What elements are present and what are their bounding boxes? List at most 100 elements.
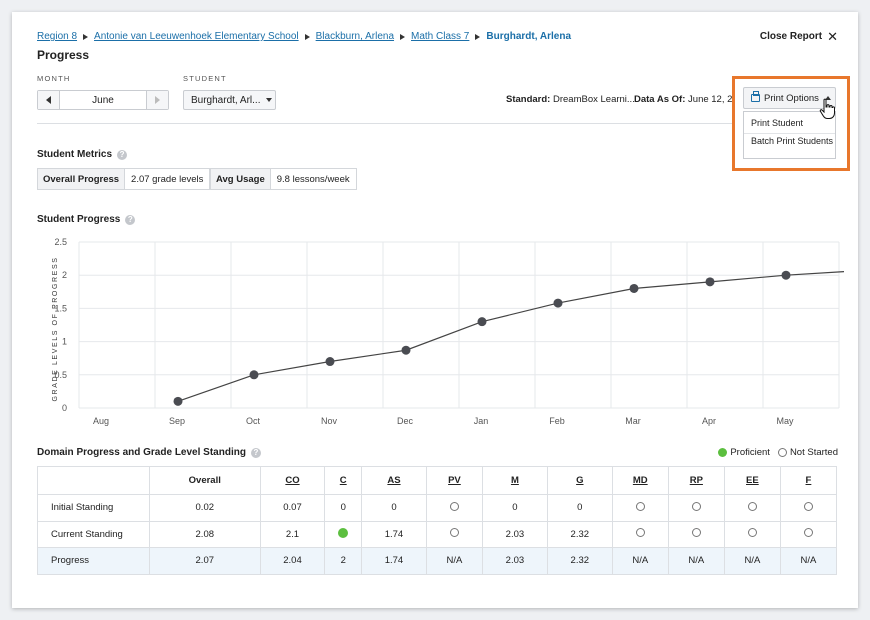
data-point: [249, 370, 259, 380]
table-cell: 1.74: [361, 547, 427, 575]
x-tick-label: Aug: [93, 416, 109, 426]
table-cell: 2.03: [481, 547, 548, 575]
breadcrumb-separator-icon: [304, 33, 310, 40]
hand-cursor-icon: [819, 98, 835, 119]
breadcrumb-separator-icon: [475, 33, 481, 40]
header-domain-f[interactable]: F: [779, 466, 838, 495]
header-domain-rp[interactable]: RP: [667, 466, 725, 495]
print-student-menu-item[interactable]: Print Student: [744, 112, 835, 134]
breadcrumb-class[interactable]: Math Class 7: [411, 31, 470, 42]
y-tick-label: 2: [62, 270, 67, 280]
help-icon[interactable]: ?: [117, 149, 128, 160]
table-cell: [667, 520, 725, 548]
breadcrumb-separator-icon: [83, 33, 89, 40]
data-as-of-value: June 12, 2024: [688, 94, 740, 105]
previous-month-button[interactable]: [38, 91, 60, 109]
month-value: June: [92, 94, 114, 106]
arrow-right-icon: [155, 96, 160, 104]
data-point: [325, 357, 335, 367]
table-cell: [723, 494, 781, 522]
page-title: Progress: [37, 48, 90, 62]
table-cell: 2.04: [259, 547, 326, 575]
domain-progress-title-text: Domain Progress and Grade Level Standing: [37, 447, 246, 458]
series-line: [177, 271, 844, 402]
student-progress-title-text: Student Progress: [37, 214, 121, 225]
x-tick-label: Dec: [397, 416, 414, 426]
table-cell: 0: [481, 494, 548, 522]
header-domain-as[interactable]: AS: [361, 466, 427, 495]
not-started-icon: [691, 528, 701, 538]
header-domain-co[interactable]: CO: [259, 466, 326, 495]
batch-print-students-menu-item[interactable]: Batch Print Students: [751, 136, 834, 146]
student-metrics-title-text: Student Metrics: [37, 149, 113, 160]
x-tick-label: Nov: [321, 416, 338, 426]
data-point: [629, 283, 639, 293]
close-report-button[interactable]: Close Report ✕: [759, 28, 838, 44]
standard-value: DreamBox Learni...: [552, 94, 635, 105]
print-options-button[interactable]: Print Options: [743, 87, 836, 109]
arrow-left-icon: [46, 96, 51, 104]
x-tick-label: Oct: [246, 416, 261, 426]
table-cell: [779, 494, 838, 522]
header-domain-g[interactable]: G: [546, 466, 613, 495]
table-cell: [425, 494, 483, 522]
header-domain-m[interactable]: M: [481, 466, 548, 495]
student-dropdown[interactable]: Burghardt, Arl...: [183, 90, 276, 110]
progress-row: Progress 2.07 2.04 2 1.74 N/A 2.03 2.32 N/A N/A N/…: [37, 547, 838, 575]
table-cell: 0: [546, 494, 613, 522]
header-domain-ee[interactable]: EE: [723, 466, 781, 495]
month-selector: June: [37, 90, 169, 110]
not-started-icon: [691, 501, 701, 511]
data-point: [401, 345, 411, 355]
not-started-icon: [635, 528, 645, 538]
table-cell: [779, 520, 838, 548]
avg-usage-metric: Avg Usage 9.8 lessons/week: [210, 168, 357, 190]
not-started-icon: [747, 528, 757, 538]
month-label: MONTH: [37, 74, 71, 83]
y-tick-label: 0: [62, 403, 67, 413]
breadcrumb: Region 8 Antonie van Leeuwenhoek Element…: [37, 31, 571, 42]
data-point: [173, 396, 183, 406]
table-cell: [611, 494, 669, 522]
overall-progress-metric: Overall Progress 2.07 grade levels: [37, 168, 211, 190]
y-tick-label: 1.5: [54, 303, 67, 313]
row-label: Current Standing: [37, 520, 150, 548]
data-as-of-label: Data As Of:: [634, 94, 686, 105]
current-standing-row: Current Standing 2.08 2.1 1.74 2.03 2.32: [37, 520, 838, 548]
avg-usage-value: 9.8 lessons/week: [270, 169, 356, 189]
next-month-button[interactable]: [146, 91, 168, 109]
header-empty: [37, 466, 150, 495]
close-report-label: Close Report: [759, 31, 823, 42]
table-cell: 2.1: [259, 520, 326, 548]
table-cell: 0.07: [259, 494, 326, 522]
data-as-of-info: Data As Of: June 12, 2024: [634, 94, 740, 105]
standard-info: Standard: DreamBox Learni...: [506, 94, 635, 105]
proficient-icon: [718, 448, 728, 457]
header-domain-pv[interactable]: PV: [425, 466, 483, 495]
student-progress-chart: 0 0.5 1 1.5 2 2.5 Aug Sep Oct Nov Dec Jan Feb Mar Apr M…: [52, 237, 844, 426]
breadcrumb-region[interactable]: Region 8: [37, 31, 78, 42]
student-metrics-title: Student Metrics ?: [37, 149, 128, 160]
table-cell: [667, 494, 725, 522]
breadcrumb-current-student: Burghardt, Arlena: [486, 31, 572, 42]
report-card: Region 8 Antonie van Leeuwenhoek Element…: [12, 12, 858, 608]
help-icon[interactable]: ?: [125, 214, 136, 225]
x-tick-label: Mar: [625, 416, 641, 426]
y-tick-label: 2.5: [54, 237, 67, 247]
standard-label: Standard:: [506, 94, 551, 105]
close-icon: ✕: [827, 28, 838, 44]
breadcrumb-teacher[interactable]: Blackburn, Arlena: [315, 31, 395, 42]
breadcrumb-school[interactable]: Antonie van Leeuwenhoek Elementary Schoo…: [94, 31, 299, 42]
x-tick-label: Sep: [169, 416, 185, 426]
help-icon[interactable]: ?: [250, 447, 261, 458]
x-tick-label: May: [776, 416, 794, 426]
row-label: Initial Standing: [37, 494, 150, 522]
not-started-icon: [449, 528, 459, 538]
domain-legend: Proficient Not Started: [718, 447, 838, 458]
breadcrumb-separator-icon: [400, 33, 406, 40]
print-options-label: Print Options: [764, 92, 819, 104]
header-domain-c[interactable]: C: [324, 466, 363, 495]
avg-usage-label: Avg Usage: [211, 169, 271, 189]
table-cell: [425, 520, 483, 548]
header-domain-md[interactable]: MD: [611, 466, 669, 495]
